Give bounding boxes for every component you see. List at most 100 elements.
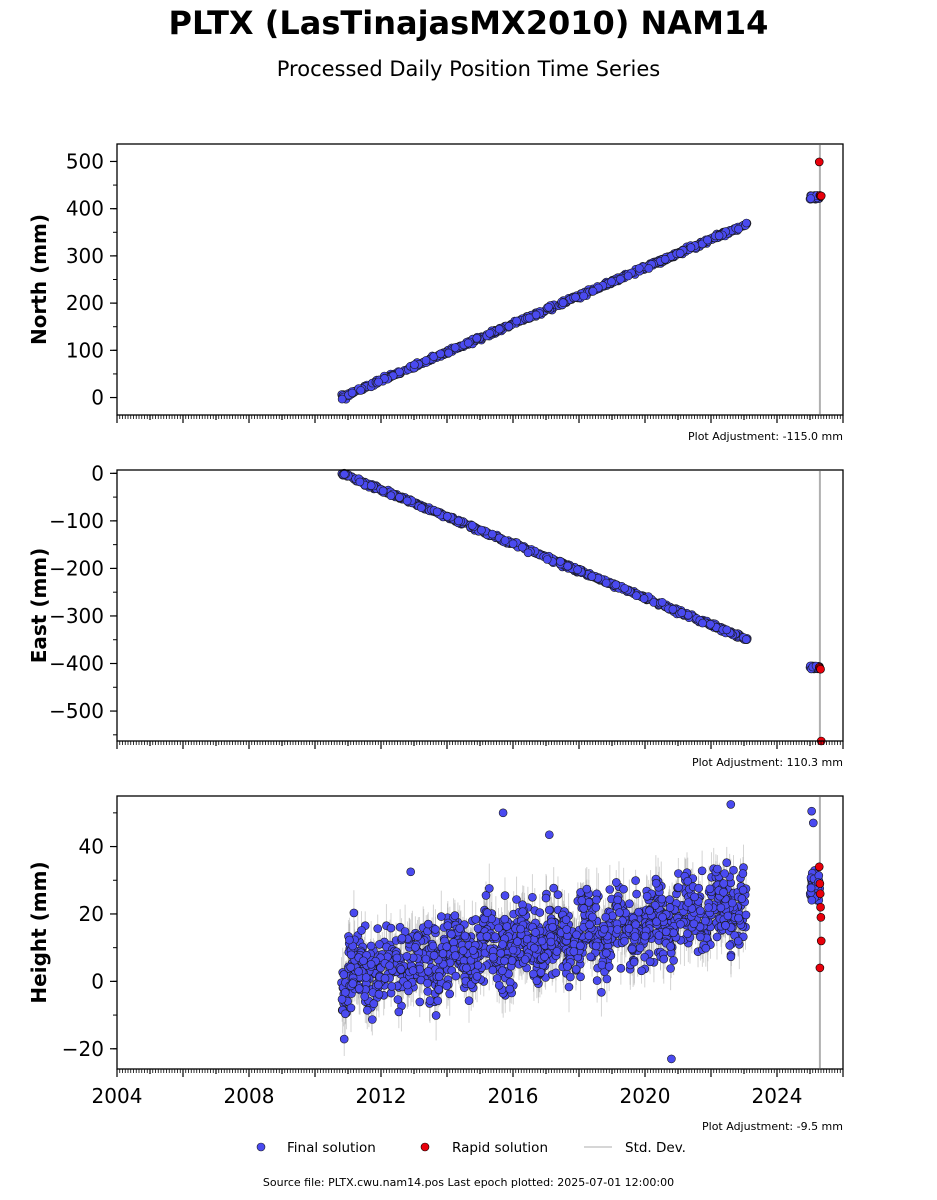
y-axis-label: North (mm)	[27, 214, 51, 345]
final-point	[362, 1005, 372, 1015]
final-point	[458, 946, 468, 956]
final-point	[450, 951, 460, 960]
final-point	[722, 858, 732, 868]
final-point	[380, 974, 390, 983]
final-point	[504, 322, 514, 331]
final-point	[500, 536, 510, 545]
final-point	[520, 955, 530, 964]
final-point	[413, 932, 422, 941]
final-point	[359, 956, 368, 966]
y-tick-label: 300	[66, 244, 104, 268]
rapid-point	[816, 191, 826, 201]
final-point	[360, 992, 370, 1001]
final-point	[507, 956, 517, 965]
final-point	[657, 597, 667, 607]
rapid-point	[814, 157, 824, 167]
final-point	[676, 919, 685, 929]
y-tick-label: 400	[66, 197, 104, 221]
final-point	[423, 919, 433, 929]
final-point	[518, 907, 528, 917]
final-point	[445, 958, 455, 968]
final-point	[733, 936, 743, 946]
y-tick-label: 20	[79, 902, 104, 926]
final-point	[683, 929, 692, 939]
final-point	[540, 952, 549, 962]
y-tick-label: −300	[49, 604, 104, 628]
final-point	[604, 962, 614, 971]
final-point	[429, 951, 439, 960]
final-point	[713, 864, 722, 874]
final-point	[620, 936, 629, 946]
final-point	[620, 583, 630, 593]
plot-frame	[116, 143, 844, 416]
final-point	[632, 889, 641, 899]
final-point	[738, 869, 748, 878]
final-point	[675, 249, 685, 258]
final-point	[431, 925, 440, 934]
final-point	[436, 349, 445, 359]
final-point	[625, 899, 634, 909]
final-point	[588, 912, 597, 922]
final-point	[340, 1009, 350, 1019]
final-point	[719, 879, 729, 888]
final-point	[472, 971, 482, 981]
final-point	[369, 999, 379, 1009]
final-point	[403, 980, 412, 990]
y-tick-label: 100	[66, 338, 104, 362]
final-point	[640, 931, 650, 941]
final-point	[587, 572, 597, 581]
final-point	[498, 940, 507, 949]
final-point	[498, 966, 507, 976]
final-point	[642, 891, 652, 901]
final-point	[438, 949, 448, 958]
final-point	[337, 994, 347, 1004]
final-point	[500, 956, 509, 966]
final-point	[423, 978, 432, 988]
final-point	[582, 884, 592, 894]
final-point	[572, 930, 581, 940]
y-tick-label: 40	[79, 835, 104, 859]
final-point	[669, 928, 678, 938]
final-point	[700, 916, 710, 926]
final-point	[569, 947, 579, 956]
y-tick-label: −20	[62, 1037, 104, 1061]
final-point	[703, 235, 712, 245]
final-point	[402, 496, 412, 506]
final-point	[616, 274, 625, 284]
final-point	[698, 618, 707, 628]
final-point	[397, 933, 407, 943]
final-point	[339, 1034, 349, 1044]
final-point	[444, 348, 454, 358]
final-point	[665, 895, 674, 904]
final-point	[512, 895, 521, 904]
final-point	[571, 964, 581, 974]
y-tick-label: −500	[49, 699, 104, 723]
final-point	[471, 915, 481, 924]
final-point	[562, 925, 572, 934]
final-point	[488, 952, 498, 962]
final-point	[738, 885, 748, 895]
final-point	[488, 965, 498, 975]
final-point	[613, 925, 622, 934]
final-point	[482, 908, 492, 918]
final-point	[354, 967, 363, 976]
final-point	[634, 907, 643, 917]
final-point	[546, 937, 556, 947]
final-point	[741, 635, 751, 644]
final-point	[433, 996, 443, 1006]
y-tick-label: 200	[66, 291, 104, 315]
final-point	[494, 923, 503, 933]
final-point	[442, 981, 452, 991]
rapid-point	[816, 902, 825, 912]
final-point	[518, 542, 527, 552]
final-point	[500, 891, 510, 900]
final-point	[806, 883, 816, 893]
final-point	[726, 952, 736, 962]
rapid-point	[816, 664, 825, 674]
final-point	[742, 218, 751, 228]
final-point	[395, 367, 404, 377]
final-point	[544, 905, 554, 915]
final-point	[690, 892, 699, 902]
final-point	[396, 965, 406, 974]
